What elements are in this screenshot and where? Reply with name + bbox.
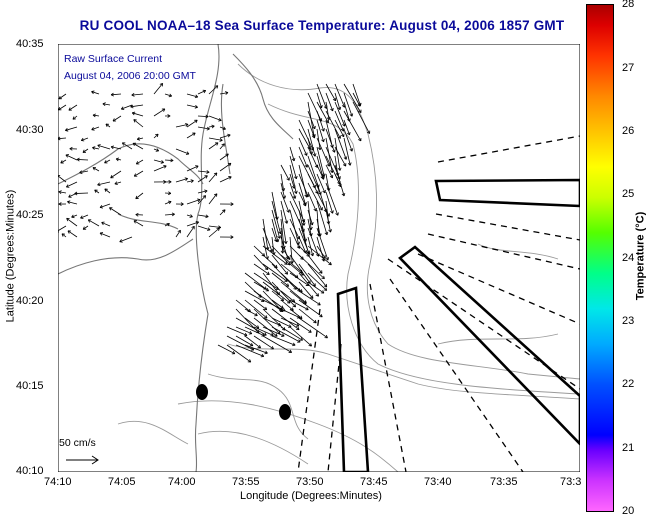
temperature-colorbar: [586, 4, 614, 512]
colorbar-tick: 22: [622, 378, 635, 390]
surface-current-vectors: [58, 83, 371, 363]
x-tick-label: 73:40: [424, 476, 452, 488]
map-canvas: [58, 44, 580, 472]
colorbar-tick: 28: [622, 0, 635, 10]
legend-line1: Raw Surface Current: [64, 53, 163, 65]
map-title: RU COOL NOAA–18 Sea Surface Temperature:…: [79, 18, 565, 33]
y-tick-label: 40:25: [16, 209, 44, 221]
bathymetry-contours: [117, 63, 580, 472]
colorbar-tick: 26: [622, 125, 635, 137]
sampling-lines: [297, 135, 580, 472]
x-tick-label: 73:50: [296, 476, 324, 488]
colorbar-tick: 23: [622, 315, 635, 327]
colorbar-tick: 24: [622, 252, 635, 264]
x-tick-label: 73:3: [560, 476, 582, 488]
colorbar-tick: 25: [622, 188, 635, 200]
colorbar-tick: 20: [622, 505, 635, 517]
colorbar-tick: 27: [622, 62, 635, 74]
x-tick-label: 74:05: [108, 476, 136, 488]
colorbar-title: Temperature (°C): [634, 211, 647, 301]
map-plot-area[interactable]: Raw Surface Current August 04, 2006 20:0…: [58, 44, 580, 472]
buoy-markers: [196, 384, 291, 420]
scale-label: 50 cm/s: [59, 437, 96, 449]
scale-arrow: [66, 455, 99, 465]
x-tick-label: 73:55: [232, 476, 260, 488]
legend-line2: August 04, 2006 20:00 GMT: [64, 70, 196, 82]
y-tick-label: 40:30: [16, 124, 44, 136]
y-tick-label: 40:20: [16, 295, 44, 307]
coastline: [58, 44, 294, 472]
survey-boxes: [336, 178, 580, 472]
x-tick-label: 73:35: [490, 476, 518, 488]
x-tick-label: 73:45: [360, 476, 388, 488]
x-tick-label: 74:10: [44, 476, 72, 488]
y-axis-title: Latitude (Degrees:Minutes): [4, 189, 17, 323]
colorbar-tick: 21: [622, 442, 635, 454]
x-axis-title: Longitude (Degrees:Minutes): [240, 490, 382, 502]
y-tick-label: 40:35: [16, 38, 44, 50]
x-tick-label: 74:00: [168, 476, 196, 488]
y-tick-label: 40:10: [16, 465, 44, 477]
plot-frame: [58, 44, 580, 472]
y-tick-label: 40:15: [16, 380, 44, 392]
